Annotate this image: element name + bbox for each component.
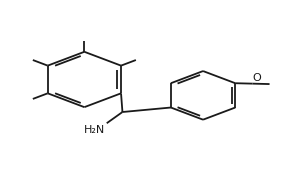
Text: H₂N: H₂N xyxy=(84,125,105,135)
Text: O: O xyxy=(253,73,261,82)
